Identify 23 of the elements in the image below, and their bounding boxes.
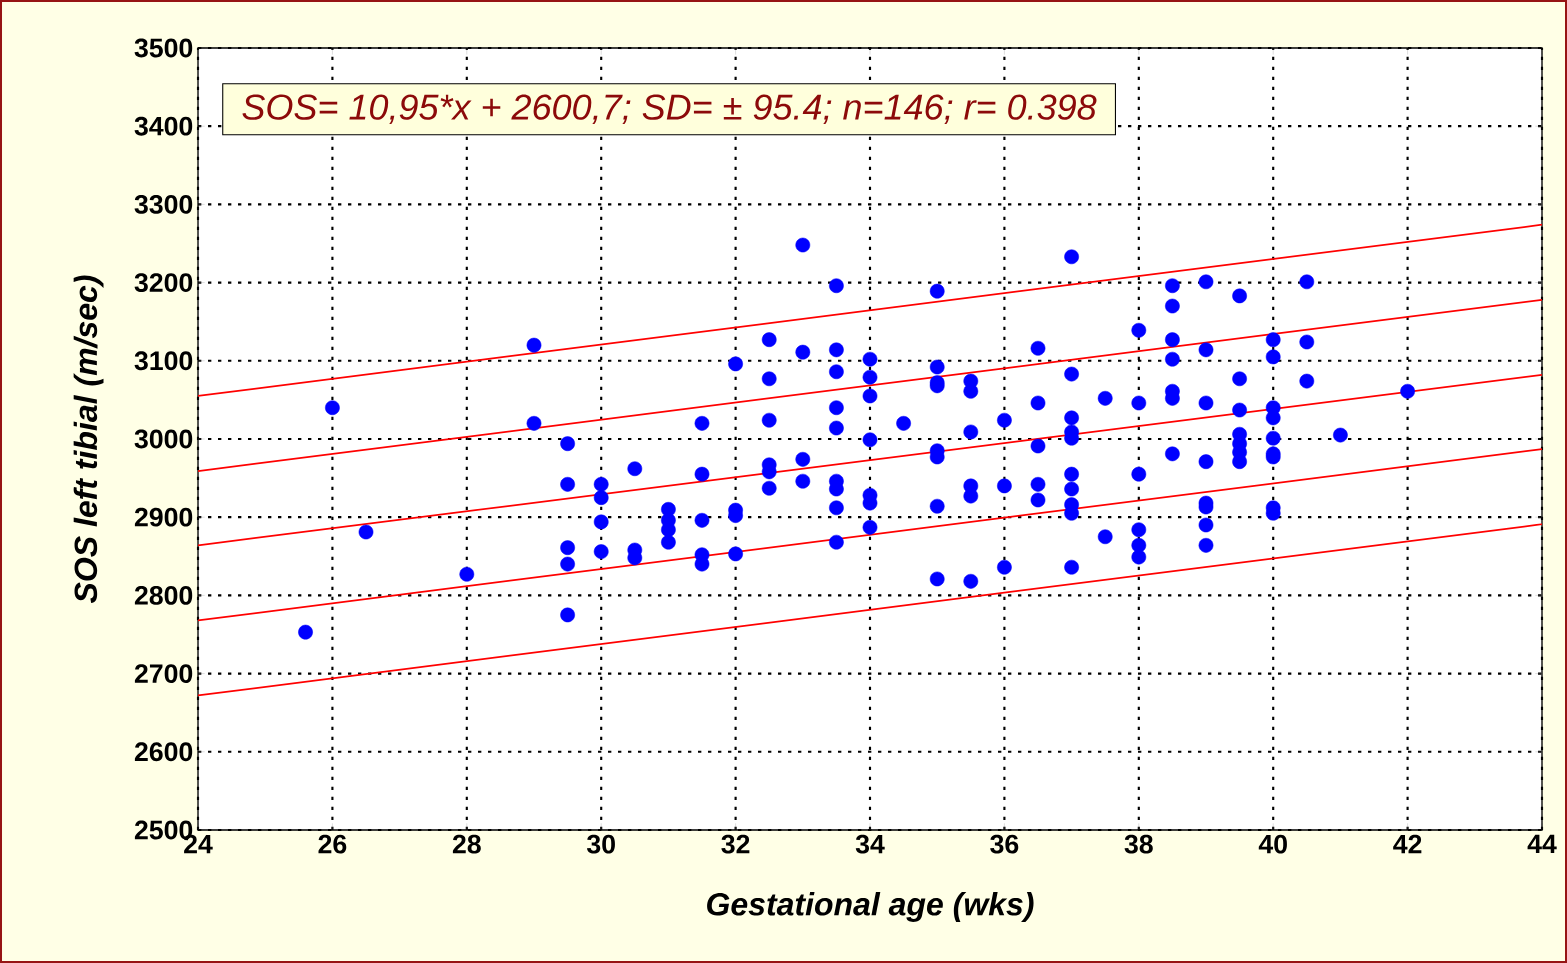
x-tick-label: 44 (1527, 834, 1557, 854)
x-tick-label: 34 (855, 834, 885, 854)
x-axis-title: Gestational age (wks) (707, 892, 1034, 922)
y-tick-label: 2600 (134, 742, 193, 762)
x-tick-label: 26 (318, 834, 347, 854)
x-tick-label: 38 (1124, 834, 1153, 854)
x-tick-label: 42 (1393, 834, 1422, 854)
y-tick-label: 2800 (134, 585, 193, 605)
x-tick-label: 28 (452, 834, 481, 854)
y-axis-title: SOS left tibial (m/sec) (73, 275, 104, 604)
y-tick-label: 3500 (134, 38, 193, 58)
y-tick-label: 2900 (134, 507, 193, 527)
y-tick-label: 3300 (134, 194, 193, 214)
x-tick-label: 36 (990, 834, 1019, 854)
y-tick-label: 3000 (134, 429, 193, 449)
y-tick-label: 3200 (134, 273, 193, 293)
x-tick-label: 30 (586, 834, 615, 854)
y-tick-label: 2700 (134, 664, 193, 684)
x-tick-label: 40 (1258, 834, 1287, 854)
x-tick-label: 32 (721, 834, 750, 854)
y-tick-label: 3400 (134, 116, 193, 136)
annotation: SOS= 10,95*x + 2600,7; SD= ± 95.4; n=146; r= 0.398 (242, 94, 1097, 125)
y-tick-label: 3100 (134, 351, 193, 371)
